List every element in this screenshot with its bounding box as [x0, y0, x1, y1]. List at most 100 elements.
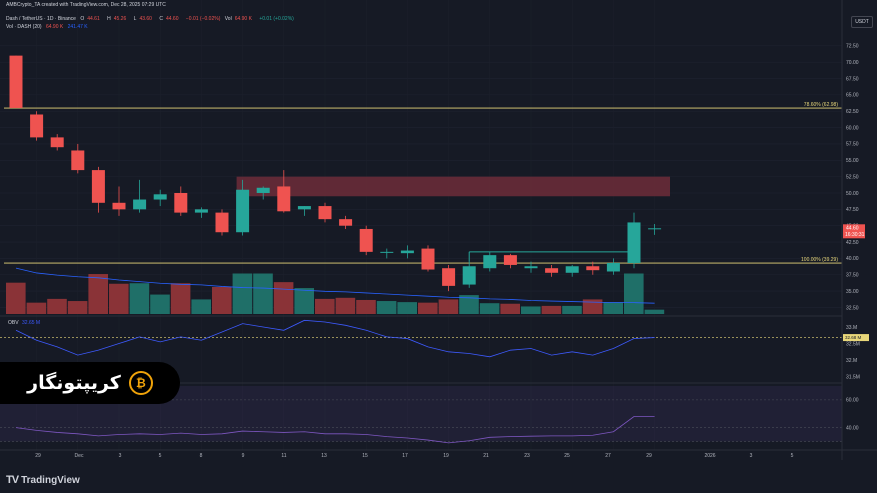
volume-ma-value: 241.47 K	[67, 24, 88, 30]
volume-bar	[376, 301, 397, 314]
volume-bars	[6, 273, 665, 314]
volume-bar	[335, 297, 356, 314]
time-tick-label: 2026	[704, 453, 715, 459]
volume-bar	[397, 302, 417, 314]
price-tick-label: 35.00	[846, 289, 859, 295]
time-tick-label: 27	[605, 453, 611, 459]
price-tick-label: 67.50	[846, 76, 859, 82]
volume-bar	[624, 273, 644, 314]
price-tick-label: 32.50	[846, 305, 859, 311]
volume-bar	[315, 298, 335, 314]
tradingview-logo-icon: TV	[6, 474, 19, 486]
candle	[400, 245, 414, 259]
volume-bar	[88, 274, 108, 314]
candle	[277, 170, 291, 213]
time-tick-label: 11	[281, 453, 286, 459]
volume-bar	[582, 299, 603, 314]
time-tick-label: 23	[524, 453, 530, 459]
bitcoin-coin-icon: ₿	[128, 371, 153, 395]
volume-bar	[109, 283, 129, 314]
fib-label-top: 78.60% (62.98)	[804, 102, 839, 108]
symbol-name[interactable]: Dash / TetherUS · 1D · Binance	[6, 16, 76, 22]
price-tick-label: 60.00	[846, 125, 859, 131]
tradingview-footer: TV TradingView	[6, 474, 80, 486]
volume-bar	[356, 299, 376, 314]
volume-bar	[603, 302, 623, 314]
price-tick-label: 40.00	[846, 256, 859, 262]
volume-bar	[67, 301, 88, 314]
candle	[462, 261, 476, 288]
time-tick-label: Dec	[75, 453, 84, 459]
obv-axis: 33.M 32.5M 32.M 31.5M	[846, 325, 860, 381]
time-tick-label: 3	[119, 453, 122, 459]
time-tick-label: 5	[159, 453, 162, 459]
obv-tick-label: 32.5M	[846, 341, 860, 347]
last-price-label: 44.60	[846, 225, 859, 231]
candle	[112, 186, 126, 216]
candle	[359, 225, 373, 256]
volume-bar	[479, 303, 500, 314]
price-tick-label: 57.50	[846, 142, 859, 148]
candle	[442, 264, 456, 292]
candle	[297, 206, 311, 216]
candle	[421, 245, 435, 272]
volume-bar	[129, 283, 150, 314]
time-tick-label: 13	[321, 453, 327, 459]
time-tick-label: 29	[646, 453, 652, 459]
volume-bar	[500, 303, 520, 314]
volume-bar	[47, 298, 67, 314]
time-axis: 29 Dec 3 5 8 9 11 13 15 17 19 21 23 25 27 29 2026 3 5	[35, 453, 793, 459]
currency-badge[interactable]: USDT	[851, 16, 873, 28]
time-tick-label: 21	[483, 453, 489, 459]
tradingview-brand: TradingView	[21, 474, 80, 486]
time-tick-label: 15	[362, 453, 368, 459]
obv-current-box	[843, 334, 869, 342]
ohlc-low: L 43.60	[133, 16, 152, 22]
obv-tick-label: 33.M	[846, 325, 857, 331]
price-tick-label: 62.50	[846, 109, 859, 115]
volume-bar	[562, 305, 582, 314]
price-tick-label: 65.00	[846, 93, 859, 99]
volume-ma-line	[15, 267, 655, 304]
volume-bar	[459, 295, 479, 314]
candle	[586, 261, 600, 275]
obv-value: 32.65 M	[22, 320, 40, 326]
rsi-tick-label: 60.00	[846, 398, 859, 404]
candle	[153, 189, 167, 207]
volume-value: 64.90 K	[45, 24, 64, 30]
ohlc-open: O 44.61	[80, 16, 100, 22]
candle	[606, 258, 620, 275]
volume-bar	[253, 273, 273, 314]
volume-bar	[26, 302, 47, 314]
volume-indicator-name[interactable]: Vol · DASH (20)	[6, 24, 42, 30]
ohlc-vol: Vol 64.90 K	[224, 16, 252, 22]
obv-label: OBV	[8, 320, 19, 326]
price-tick-label: 72.50	[846, 44, 859, 50]
time-tick-label: 19	[443, 453, 449, 459]
last-price-box	[843, 224, 865, 239]
candle	[339, 215, 353, 229]
obv-tick-label: 31.5M	[846, 374, 860, 380]
candle	[71, 143, 85, 174]
time-tick-label: 25	[564, 453, 570, 459]
price-tick-label: 47.50	[846, 207, 859, 213]
candle	[565, 264, 579, 277]
volume-bar	[418, 302, 438, 314]
resistance-line	[468, 251, 628, 262]
candle	[174, 186, 188, 216]
price-tick-label: 50.00	[846, 191, 859, 197]
ohlc-vol-change: +0.01 (+0.02%)	[259, 16, 294, 22]
time-tick-label: 3	[750, 453, 753, 459]
obv-current-label: 32.68 M	[845, 335, 862, 340]
candle	[545, 264, 559, 277]
candle	[215, 209, 229, 236]
candle	[524, 261, 538, 273]
candle	[503, 253, 517, 269]
volume-bar	[541, 305, 562, 314]
resistance-zone	[236, 176, 670, 197]
candle	[627, 212, 641, 269]
candle	[50, 134, 64, 151]
volume-bar	[150, 294, 170, 314]
